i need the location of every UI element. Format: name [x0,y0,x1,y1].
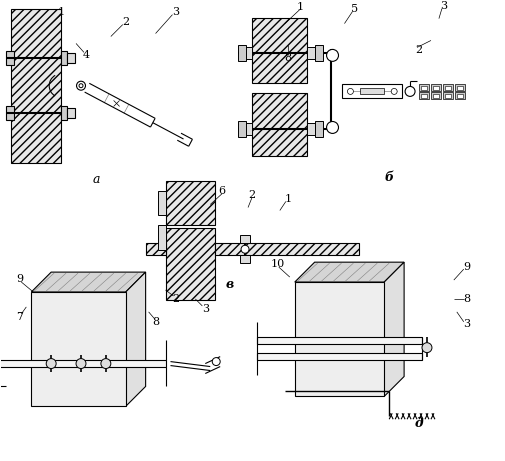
Bar [433,95,439,98]
Bar [419,92,429,100]
Bar [252,18,307,83]
Polygon shape [31,272,145,292]
Text: 1: 1 [58,6,65,17]
Bar [252,93,307,156]
Text: 1: 1 [284,194,291,204]
Bar [342,84,402,98]
Bar [443,84,453,91]
Text: а: а [92,173,99,186]
Text: б: б [385,171,394,184]
Bar [12,9,61,163]
Circle shape [101,359,111,368]
Bar [158,190,166,215]
Text: 10: 10 [271,259,285,269]
Circle shape [405,87,415,96]
Bar [443,92,453,100]
Bar [361,89,384,95]
Circle shape [327,49,338,61]
Text: 2: 2 [172,294,179,304]
Text: 3: 3 [440,0,447,11]
Bar [295,282,384,396]
Text: 8: 8 [463,294,470,304]
Bar [433,87,439,90]
Bar [215,243,360,255]
Polygon shape [295,262,404,282]
Bar [315,122,323,137]
Bar [61,51,67,65]
Bar [307,124,315,136]
Bar [244,124,252,136]
Bar [431,84,441,91]
Bar [457,87,463,90]
Text: в: в [226,278,234,290]
Bar [67,53,75,63]
Bar [419,84,429,91]
Circle shape [76,359,86,368]
Bar [240,255,250,263]
Text: 2: 2 [122,17,129,27]
Bar [61,106,67,120]
Circle shape [77,81,85,90]
Bar [257,353,422,360]
Bar [445,87,451,90]
Polygon shape [384,262,404,396]
Bar [445,95,451,98]
Text: 5: 5 [351,4,358,14]
Bar [7,106,15,120]
Text: 7: 7 [16,312,23,322]
Bar [431,92,441,100]
Bar [240,235,250,243]
Bar [166,181,215,225]
Circle shape [422,343,432,353]
Bar [315,46,323,61]
Text: 3: 3 [463,319,470,329]
Text: 8: 8 [284,53,291,63]
Text: 2: 2 [248,189,256,200]
Circle shape [391,89,397,95]
Text: 2: 2 [416,46,423,55]
Bar [455,84,465,91]
Bar [0,360,166,366]
Bar [257,337,422,344]
Circle shape [347,89,354,95]
Circle shape [241,245,249,253]
Bar [457,95,463,98]
Bar [31,292,126,406]
Bar [421,95,427,98]
Bar [238,46,246,61]
Bar [307,47,315,59]
Bar [421,87,427,90]
Text: 1: 1 [296,2,304,12]
Bar [158,225,166,250]
Text: д: д [415,417,423,430]
Text: 4: 4 [82,50,89,60]
Bar [166,228,215,300]
Bar [67,108,75,118]
Circle shape [79,84,83,88]
Circle shape [212,358,220,366]
Text: 9: 9 [16,274,23,284]
Circle shape [46,359,56,368]
Text: 6: 6 [219,186,226,195]
Polygon shape [126,272,145,406]
Text: 3: 3 [201,304,209,314]
Text: 3: 3 [172,6,179,17]
Bar [145,243,166,255]
Bar [7,51,15,65]
Bar [455,92,465,100]
Bar [244,47,252,59]
Text: 8: 8 [152,317,159,327]
Bar [238,122,246,137]
Text: 9: 9 [463,262,470,272]
Circle shape [327,122,338,133]
